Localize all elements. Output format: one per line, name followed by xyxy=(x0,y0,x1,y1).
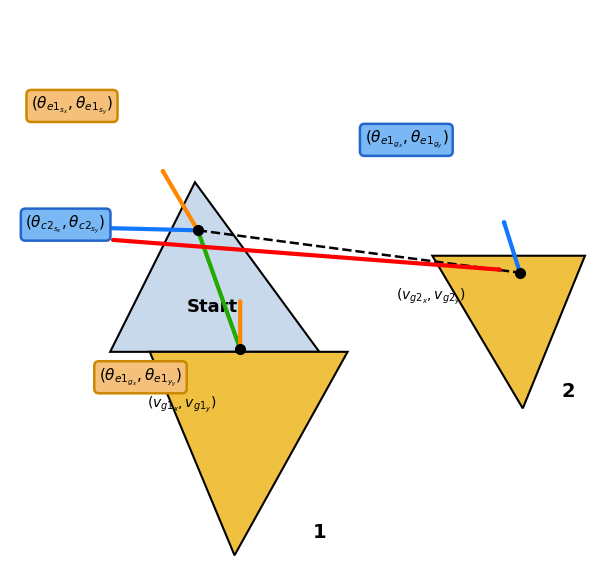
Text: $(v_{g2_x}, v_{g2_y})$: $(v_{g2_x}, v_{g2_y})$ xyxy=(395,287,465,307)
Polygon shape xyxy=(150,352,347,556)
Polygon shape xyxy=(110,182,319,352)
Text: $(\theta_{c2_{s_x}},\theta_{c2_{s_y}})$: $(\theta_{c2_{s_x}},\theta_{c2_{s_y}})$ xyxy=(25,213,106,236)
Text: Start: Start xyxy=(187,298,238,316)
Text: $(v_{g1_x}, v_{g1_y})$: $(v_{g1_x}, v_{g1_y})$ xyxy=(147,394,216,414)
Text: $(\theta_{e1_{s_x}},\theta_{e1_{s_y}})$: $(\theta_{e1_{s_x}},\theta_{e1_{s_y}})$ xyxy=(31,94,113,118)
Text: 2: 2 xyxy=(561,382,575,401)
Polygon shape xyxy=(432,256,585,408)
Text: $(\theta_{e1_{g_x}},\theta_{e1_{g_y}})$: $(\theta_{e1_{g_x}},\theta_{e1_{g_y}})$ xyxy=(365,128,448,151)
Text: $(\theta_{e1_{g_x}},\theta_{e1_{y_y}})$: $(\theta_{e1_{g_x}},\theta_{e1_{y_y}})$ xyxy=(99,366,182,389)
Text: 1: 1 xyxy=(312,523,326,542)
